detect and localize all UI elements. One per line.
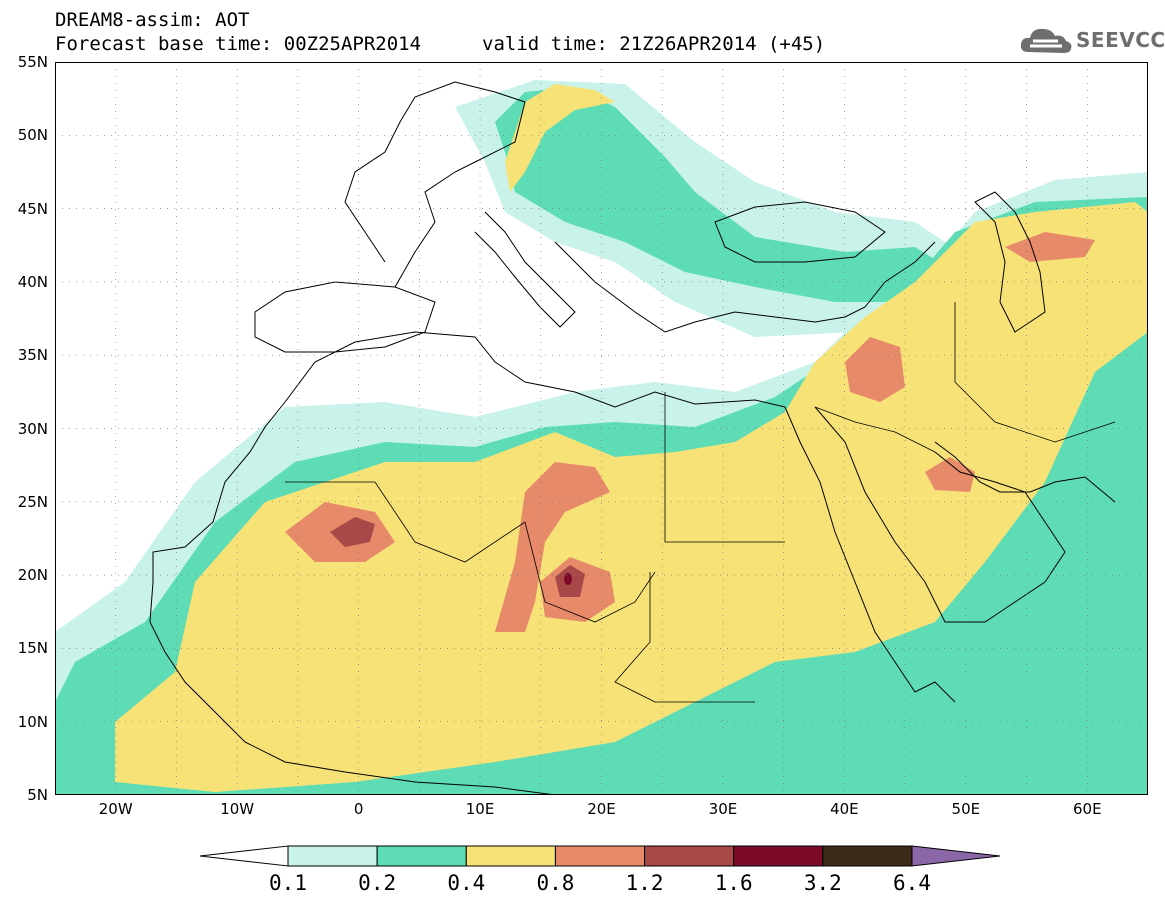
- colorbar-swatch: [376, 845, 467, 867]
- coast-red-sea: [784, 406, 956, 703]
- aot-patch-0.8-chad: [495, 462, 610, 632]
- colorbar-swatch: [287, 845, 378, 867]
- colorbar-level-label: 0.1: [269, 871, 307, 895]
- aot-patch-0.8-caspian: [1005, 232, 1095, 262]
- latitude-label: 30N: [17, 419, 48, 438]
- graticule: [55, 62, 1148, 795]
- title-base-time: Forecast base time: 00Z25APR2014: [55, 33, 422, 55]
- coastlines: [149, 81, 1116, 795]
- aot-patch-0.8-gulf: [925, 457, 975, 492]
- colorbar-level-label: 1.2: [625, 871, 664, 895]
- colorbar-level-label: 3.2: [803, 871, 842, 895]
- colorbar-level-label: 1.6: [714, 871, 753, 895]
- colorbar-swatch: [822, 845, 913, 867]
- coast-persian-gulf: [934, 441, 1116, 503]
- border-sudan: [614, 572, 755, 703]
- aot-map: [55, 62, 1148, 795]
- map-frame: [55, 62, 1148, 795]
- border-saudi-iraq: [814, 406, 936, 453]
- aot-peak-1.6: [564, 573, 572, 585]
- aot-patch-1.2-sahara: [330, 517, 375, 547]
- colorbar-level-label: 0.8: [536, 871, 575, 895]
- latitude-label: 15N: [17, 639, 48, 658]
- border-algeria-mali: [285, 481, 526, 563]
- coast-caspian: [974, 191, 1046, 333]
- aot-patch-0.8-iraq: [845, 337, 905, 402]
- latitude-label: 35N: [17, 346, 48, 365]
- coast-iberia: [254, 281, 436, 353]
- longitude-label: 40E: [830, 800, 859, 818]
- colorbar: [200, 845, 1000, 867]
- title-valid-time: valid time: 21Z26APR2014 (+45): [482, 33, 826, 55]
- colorbar-swatch: [733, 845, 824, 867]
- coast-west-africa: [149, 401, 556, 795]
- aot-band-0.4-europe: [505, 84, 615, 192]
- latitude-label: 20N: [17, 566, 48, 585]
- latitude-label: 55N: [17, 53, 48, 71]
- longitude-label: 20W: [98, 800, 133, 818]
- latitude-label: 45N: [17, 199, 48, 218]
- longitude-label: 10W: [220, 800, 255, 818]
- border-iran: [954, 302, 1116, 443]
- latitude-label: 40N: [17, 272, 48, 291]
- longitude-label: 10E: [465, 800, 495, 818]
- longitude-label: 50E: [951, 800, 981, 818]
- latitude-label: 50N: [17, 126, 48, 145]
- coast-north-africa: [284, 331, 786, 408]
- colorbar-swatch: [554, 845, 646, 867]
- coast-black-sea: [714, 201, 886, 263]
- coast-arabia: [814, 406, 1066, 623]
- longitude-label: 30E: [708, 800, 738, 818]
- logo-text: SEEVCCC: [1076, 28, 1165, 52]
- title-dataset: DREAM8-assim: AOT: [55, 9, 250, 31]
- latitude-label: 10N: [17, 712, 48, 731]
- coast-balkans-turkey: [554, 241, 936, 333]
- border-libya-egypt: [664, 392, 785, 543]
- latitude-label: 5N: [27, 786, 48, 804]
- latitude-label: 25N: [17, 492, 48, 511]
- colorbar-swatch: [465, 845, 556, 867]
- colorbar-level-label: 0.4: [447, 871, 486, 895]
- longitude-label: 60E: [1072, 800, 1102, 818]
- colorbar-high-arrow: [911, 845, 1000, 867]
- colorbar-level-label: 6.4: [893, 871, 931, 895]
- cloud-icon: [1020, 28, 1072, 53]
- longitude-label: 0: [353, 800, 364, 818]
- colorbar-swatch: [644, 845, 735, 867]
- seevccc-logo: SEEVCCC: [1018, 22, 1165, 58]
- borders: [285, 302, 1116, 703]
- colorbar-low-arrow: [200, 845, 289, 867]
- coast-italy: [474, 211, 576, 328]
- aot-band-0.2-europe: [495, 87, 955, 302]
- colorbar-level-label: 0.2: [358, 871, 397, 895]
- longitude-label: 20E: [587, 800, 616, 818]
- coast-france-uk: [344, 81, 526, 288]
